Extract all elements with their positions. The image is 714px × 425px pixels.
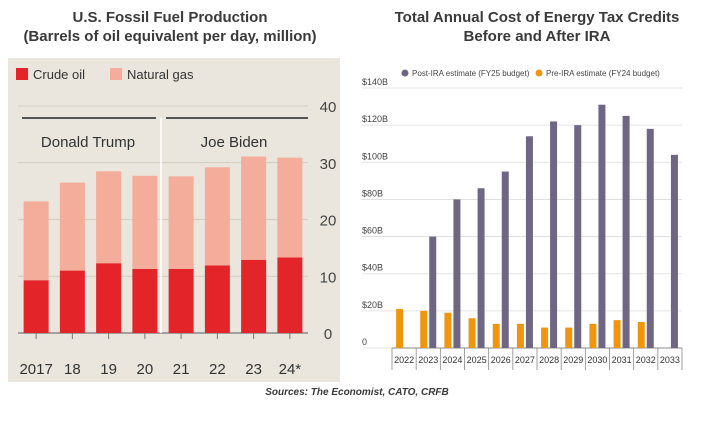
y-tick-label: 0 [324, 326, 332, 343]
x-tick-label: 2026 [491, 355, 511, 365]
x-tick-label: 21 [173, 361, 190, 378]
right-chart-title-line1: Total Annual Cost of Energy Tax Credits [394, 9, 680, 26]
bar-post-ira [574, 125, 582, 349]
right-chart-title: Total Annual Cost of Energy Tax Credits … [360, 8, 714, 46]
legend-swatch-natural-gas [110, 68, 122, 80]
legend-label-crude-oil: Crude oil [33, 67, 85, 82]
y-tick-label: $60B [362, 226, 383, 236]
bar-crude-oil [132, 268, 158, 333]
bar-pre-ira [468, 318, 476, 348]
energy-tax-credit-cost-chart: Post-IRA estimate (FY25 budget) Pre-IRA e… [362, 69, 683, 370]
sources-note: Sources: The Economist, CATO, CRFB [265, 387, 449, 398]
bar-crude-oil [277, 257, 303, 333]
y-tick-label: $80B [362, 188, 383, 198]
bar-post-ira [550, 121, 558, 348]
x-tick-label: 2032 [636, 355, 656, 365]
y-tick-label: 10 [320, 269, 337, 286]
bar-natural-gas [204, 167, 230, 266]
bar-pre-ira [492, 323, 500, 348]
bar-crude-oil [23, 280, 49, 333]
period-label-biden: Joe Biden [201, 134, 268, 151]
bar-natural-gas [168, 176, 194, 269]
bar-pre-ira [396, 309, 404, 348]
x-tick-label: 18 [64, 361, 81, 378]
x-tick-label: 23 [245, 361, 262, 378]
bar-post-ira [429, 236, 437, 348]
y-tick-label: $120B [362, 114, 388, 124]
legend-marker-pre-ira [535, 69, 543, 77]
period-label-trump: Donald Trump [41, 134, 135, 151]
x-tick-label: 2033 [660, 355, 680, 365]
x-tick-label: 2023 [418, 355, 438, 365]
x-tick-label: 20 [137, 361, 154, 378]
bar-pre-ira [589, 323, 597, 348]
legend-swatch-crude-oil [16, 68, 28, 80]
legend-label-post-ira: Post-IRA estimate (FY25 budget) [412, 69, 530, 78]
left-chart-title: U.S. Fossil Fuel Production (Barrels of … [0, 8, 340, 46]
legend-label-pre-ira: Pre-IRA estimate (FY24 budget) [546, 69, 660, 78]
bar-post-ira [453, 199, 461, 348]
x-tick-label: 2024 [442, 355, 462, 365]
bar-post-ira [477, 188, 485, 348]
bar-pre-ira [613, 320, 621, 348]
bar-pre-ira [420, 310, 428, 348]
bar-post-ira [598, 104, 606, 348]
y-tick-label: 0 [362, 337, 367, 347]
bar-post-ira [670, 154, 678, 348]
left-chart-title-line2: (Barrels of oil equivalent per day, mill… [23, 28, 317, 45]
x-tick-label: 2028 [539, 355, 559, 365]
bar-post-ira [525, 136, 533, 348]
y-tick-label: $100B [362, 151, 388, 161]
bar-pre-ira [541, 327, 549, 348]
x-tick-label: 2027 [515, 355, 535, 365]
y-tick-label: 20 [320, 213, 337, 230]
legend-marker-post-ira [401, 69, 409, 77]
y-tick-label: 40 [320, 99, 337, 116]
x-tick-label: 2029 [563, 355, 583, 365]
bar-post-ira [622, 115, 630, 348]
x-tick-label: 19 [100, 361, 117, 378]
bar-pre-ira [565, 327, 573, 348]
legend-label-natural-gas: Natural gas [127, 67, 194, 82]
bar-natural-gas [59, 182, 85, 271]
bar-pre-ira [444, 312, 452, 348]
bar-post-ira [646, 128, 654, 348]
right-chart-title-line2: Before and After IRA [463, 28, 611, 45]
y-tick-label: $20B [362, 300, 383, 310]
y-tick-label: $140B [362, 77, 388, 87]
bar-natural-gas [23, 201, 49, 281]
bar-pre-ira [637, 322, 645, 348]
fossil-fuel-production-chart: Crude oil Natural gas 0 10 20 30 40 Donald Trum… [8, 58, 340, 382]
bar-natural-gas [96, 171, 122, 264]
x-tick-label: 22 [209, 361, 226, 378]
bar-natural-gas [241, 156, 267, 260]
bar-crude-oil [241, 259, 267, 333]
y-tick-label: 30 [320, 156, 337, 173]
bar-crude-oil [59, 270, 85, 333]
bar-crude-oil [96, 263, 122, 333]
bar-post-ira [501, 171, 509, 348]
bar-crude-oil [204, 265, 230, 333]
bar-natural-gas [132, 175, 158, 269]
y-tick-label: $40B [362, 263, 383, 273]
bar-pre-ira [516, 323, 524, 348]
x-tick-label: 2030 [587, 355, 607, 365]
left-chart-title-line1: U.S. Fossil Fuel Production [72, 9, 268, 26]
bar-natural-gas [277, 157, 303, 258]
x-tick-label: 24* [279, 361, 302, 378]
x-tick-label: 2031 [612, 355, 632, 365]
x-tick-label: 2022 [394, 355, 414, 365]
bar-crude-oil [168, 268, 194, 333]
x-tick-label: 2025 [467, 355, 487, 365]
x-tick-label: 2017 [19, 361, 52, 378]
